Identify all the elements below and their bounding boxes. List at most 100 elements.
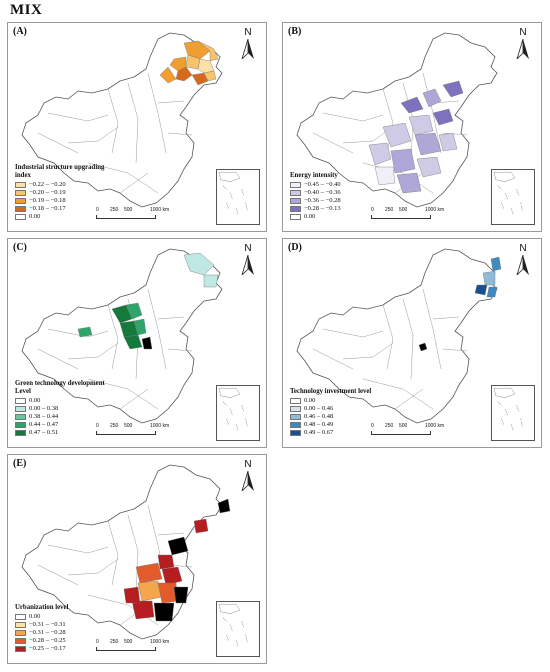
choropleth-region [133,318,147,336]
choropleth-region [197,40,219,62]
legend-swatch [15,398,26,404]
legend-label: 0.00 [304,397,316,404]
scale-label: 0 [96,639,99,645]
legend-label: 0.00 [304,213,316,220]
legend-label: 0.48 – 0.49 [304,421,334,428]
choropleth-region [125,302,143,320]
china-map-e [21,464,231,640]
legend-label: −0.19 – −0.18 [29,197,66,204]
south-china-sea-inset [216,169,260,225]
legend-item: 0.00 – 0.38 [15,405,105,413]
choropleth-region [368,142,392,166]
province-boundaries [37,72,193,194]
legend-title: Green technology development Level [15,380,105,395]
legend-label: −0.40 – −0.36 [304,189,341,196]
north-arrow-icon: N [239,459,257,493]
panel-d: (D) N Technology investment level 0.00 0.0… [282,238,542,448]
scale-label: 0 [371,423,374,429]
scale-label: 500 [124,639,133,645]
scale-line [96,647,156,651]
legend-label: −0.22 – −0.20 [29,181,66,188]
legend-label: 0.00 – 0.38 [29,405,59,412]
legend-swatch [15,190,26,196]
legend-item: 0.00 [15,397,105,405]
north-arrow-icon: N [239,27,257,61]
legend-label: −0.28 – −0.25 [29,637,66,644]
choropleth-region [482,270,496,286]
choropleth-region [490,256,502,272]
scale-label: 0 [96,423,99,429]
legend-title: Energy intensity [290,172,338,179]
choropleth-region [157,554,175,570]
legend-title: Industrial structure upgrading index [15,164,105,179]
south-china-sea-inset [216,601,260,657]
scale-bar: 0 250 500 1000 km [371,423,449,439]
choropleth-region [193,518,209,534]
choropleth-region [135,562,163,584]
legend-label: −0.45 – −0.40 [304,181,341,188]
legend-item: 0.00 [15,213,105,221]
scale-label: 1000 km [150,639,170,645]
legend-item: −0.28 – −0.25 [15,637,68,645]
choropleth-region [382,122,412,148]
legend-swatch [15,638,26,644]
choropleth-region [414,132,442,156]
scale-line [371,431,431,435]
legend-item: −0.36 – −0.28 [290,197,341,205]
choropleth-region [374,166,396,186]
scale-label: 500 [124,423,133,429]
legend-label: −0.31 – −0.31 [29,621,66,628]
legend-swatch [15,646,26,652]
choropleth-region [167,536,189,556]
panel-e: (E) N Urbanization level 0.00 −0.31 – −0.3… [7,454,267,664]
legend-d: Technology investment level 0.00 0.00 – 0.… [290,388,371,437]
choropleth-region [217,498,231,514]
choropleth-region [390,148,416,174]
legend-item: 0.44 – 0.47 [15,421,105,429]
legend-swatch [290,214,301,220]
legend-swatch [290,422,301,428]
choropleth-region [183,252,215,276]
choropleth-region [422,88,442,108]
scale-label: 250 [110,207,119,213]
legend-item: −0.40 – −0.36 [290,189,341,197]
south-china-sea-inset [491,169,535,225]
legend-swatch [290,206,301,212]
legend-item: 0.49 – 0.67 [290,429,371,437]
scale-label: 0 [96,207,99,213]
figure-title: MIX [10,2,43,18]
choropleth-region [173,586,189,604]
legend-swatch [15,198,26,204]
legend-item: −0.20 – −0.19 [15,189,105,197]
south-china-sea-inset [216,385,260,441]
legend-swatch [290,198,301,204]
legend-c: Green technology development Level 0.00 0.… [15,380,105,437]
choropleth-region [416,156,442,178]
scale-label: 500 [399,423,408,429]
choropleth-region [438,132,458,152]
scale-line [96,431,156,435]
scale-label: 250 [385,423,394,429]
legend-swatch [290,190,301,196]
scale-line [96,215,156,219]
legend-label: 0.47 – 0.51 [29,429,59,436]
legend-label: −0.25 – −0.17 [29,645,66,652]
choropleth-region [203,274,219,288]
legend-label: −0.31 – −0.28 [29,629,66,636]
choropleth-region [77,326,93,338]
legend-swatch [15,422,26,428]
legend-item: −0.31 – −0.31 [15,621,68,629]
legend-item: −0.25 – −0.17 [15,645,68,653]
legend-item: 0.00 [15,613,68,621]
legend-item: −0.19 – −0.18 [15,197,105,205]
choropleth-region [183,40,211,60]
choropleth-region [408,114,434,136]
legend-swatch [15,430,26,436]
legend-swatch [290,430,301,436]
choropleth-region [486,286,498,298]
legend-label: 0.00 – 0.46 [304,405,334,412]
choropleth-region [123,334,143,350]
legend-label: 0.00 [29,213,41,220]
legend-item: −0.18 – −0.17 [15,205,105,213]
panel-label: (B) [288,26,302,37]
